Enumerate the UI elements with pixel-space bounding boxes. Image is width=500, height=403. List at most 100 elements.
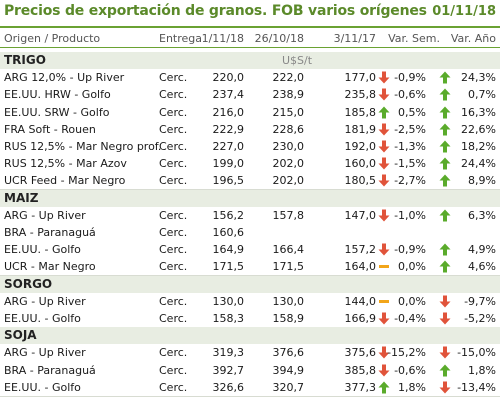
var-year: 24,4% xyxy=(461,157,496,171)
table-row: RUS 12,5% - Mar Negro prof. Cerc. 227,0 230… xyxy=(0,138,500,155)
var-year: 18,2% xyxy=(461,140,496,153)
var-year: -15,0% xyxy=(457,346,496,360)
price-date-2: 215,0 xyxy=(272,105,305,119)
var-year: 8,9% xyxy=(468,174,496,188)
arrow-up-icon xyxy=(378,106,390,119)
arrow-down-icon xyxy=(378,140,390,153)
price-date-1: 160,6 xyxy=(212,226,245,239)
price-date-1: 199,0 xyxy=(212,157,245,171)
delivery: Cerc. xyxy=(159,122,188,136)
price-date-2: 228,6 xyxy=(272,122,305,136)
table-title: Precios de exportación de granos. FOB va… xyxy=(4,3,427,19)
origin-product: EE.UU. HRW - Golfo xyxy=(4,88,111,102)
delivery: Cerc. xyxy=(159,243,188,257)
origin-product: ARG - Up River xyxy=(4,208,86,222)
arrow-up-icon xyxy=(439,174,451,187)
price-date-2: 222,0 xyxy=(272,71,305,85)
price-date-1: 326,6 xyxy=(212,380,245,394)
arrow-up-icon xyxy=(439,106,451,119)
arrow-up-icon xyxy=(439,71,451,84)
origin-product: EE.UU. SRW - Golfo xyxy=(4,105,110,119)
delivery: Cerc. xyxy=(159,88,188,102)
arrow-down-icon xyxy=(439,381,451,394)
arrow-up-icon xyxy=(439,123,451,136)
arrow-down-icon xyxy=(378,312,390,325)
price-date-2: 166,4 xyxy=(272,243,305,257)
section-header: SOJA xyxy=(0,327,500,345)
price-date-2: 202,0 xyxy=(272,174,305,188)
price-date-3: 166,9 xyxy=(344,312,377,325)
price-date-3: 235,8 xyxy=(344,88,377,102)
price-date-1: 392,7 xyxy=(212,363,245,377)
var-week: -2,5% xyxy=(394,122,426,136)
section-name: SOJA xyxy=(4,328,37,343)
table-row: ARG - Up River Cerc. 156,2 157,8 147,0 -1,0% 6… xyxy=(0,207,500,224)
var-week: -0,6% xyxy=(394,88,426,102)
price-date-2: 394,9 xyxy=(272,363,305,377)
price-date-2: 238,9 xyxy=(272,88,305,102)
var-week: -1,3% xyxy=(394,140,426,153)
delivery: Cerc. xyxy=(159,71,188,85)
var-year: 24,3% xyxy=(461,71,496,85)
origin-product: ARG - Up River xyxy=(4,346,86,360)
var-year: -5,2% xyxy=(464,312,496,325)
price-date-3: 147,0 xyxy=(344,208,377,222)
header-date-2: 26/10/18 xyxy=(254,32,304,45)
table-row: UCR - Mar Negro Cerc. 171,5 171,5 164,0 0,0% 4… xyxy=(0,258,500,275)
price-date-1: 216,0 xyxy=(212,105,245,119)
var-year: -9,7% xyxy=(464,294,496,308)
var-year: 6,3% xyxy=(468,208,496,222)
origin-product: EE.UU. - Golfo xyxy=(4,380,81,394)
section-divider xyxy=(0,395,500,397)
price-date-3: 385,8 xyxy=(344,363,377,377)
var-week: -0,9% xyxy=(394,243,426,257)
var-week: -15,2% xyxy=(387,346,426,360)
arrow-down-icon xyxy=(378,346,390,359)
price-date-3: 377,3 xyxy=(344,380,377,394)
delivery: Cerc. xyxy=(159,105,188,119)
header-divider xyxy=(0,47,500,48)
origin-product: ARG - Up River xyxy=(4,294,86,308)
header-var-sem: Var. Sem. xyxy=(388,32,440,45)
delivery: Cerc. xyxy=(159,312,188,325)
arrow-down-icon xyxy=(378,71,390,84)
section-header: SORGO xyxy=(0,275,500,293)
origin-product: EE.UU. - Golfo xyxy=(4,312,81,325)
price-date-2: 157,8 xyxy=(272,208,305,222)
table-row: ARG - Up River Cerc. 130,0 130,0 144,0 0,0% -9… xyxy=(0,293,500,310)
origin-product: RUS 12,5% - Mar Negro prof. xyxy=(4,140,162,153)
delivery: Cerc. xyxy=(159,157,188,171)
origin-product: BRA - Paranaguá xyxy=(4,363,96,377)
origin-product: BRA - Paranaguá xyxy=(4,226,96,239)
arrow-up-icon xyxy=(439,88,451,101)
arrow-down-icon xyxy=(378,243,390,256)
title-bar: Precios de exportación de granos. FOB va… xyxy=(0,0,500,26)
price-date-3: 177,0 xyxy=(344,71,377,85)
price-date-1: 130,0 xyxy=(212,294,245,308)
delivery: Cerc. xyxy=(159,226,188,239)
table-row: EE.UU. - Golfo Cerc. 326,6 320,7 377,3 1,8% -1… xyxy=(0,379,500,396)
arrow-down-icon xyxy=(378,88,390,101)
header-origin: Origen / Producto xyxy=(4,32,101,45)
price-date-2: 171,5 xyxy=(272,260,305,274)
var-year: 4,6% xyxy=(468,260,496,274)
price-date-1: 319,3 xyxy=(212,346,245,360)
origin-product: EE.UU. - Golfo xyxy=(4,243,81,257)
arrow-down-icon xyxy=(378,174,390,187)
arrow-up-icon xyxy=(378,381,390,394)
section-name: SORGO xyxy=(4,276,53,291)
section-header: TRIGO U$S/t xyxy=(0,52,500,69)
arrow-down-icon xyxy=(378,123,390,136)
var-week: -0,9% xyxy=(394,71,426,85)
price-date-2: 202,0 xyxy=(272,157,305,171)
arrow-down-icon xyxy=(439,312,451,325)
report-date: 01/11/18 xyxy=(432,4,496,19)
delivery: Cerc. xyxy=(159,140,188,153)
arrow-up-icon xyxy=(439,260,451,273)
price-date-3: 185,8 xyxy=(344,105,377,119)
var-year: 16,3% xyxy=(461,105,496,119)
flat-dash-icon xyxy=(379,265,389,269)
table-row: EE.UU. SRW - Golfo Cerc. 216,0 215,0 185,8 0,… xyxy=(0,104,500,121)
title-divider xyxy=(0,26,500,28)
